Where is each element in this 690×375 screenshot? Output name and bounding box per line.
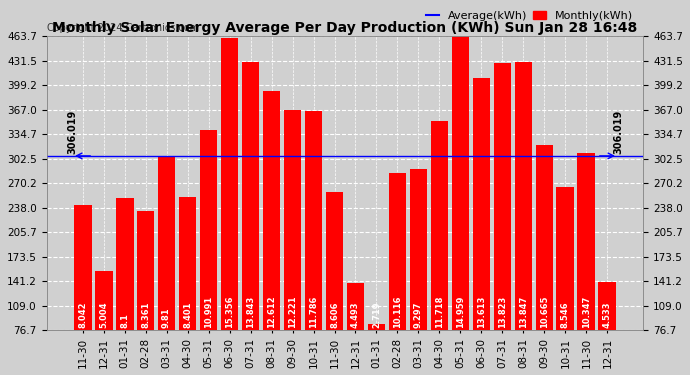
- Bar: [284, 110, 302, 375]
- Text: 10.991: 10.991: [204, 296, 213, 328]
- Bar: [263, 92, 280, 375]
- Text: 14.959: 14.959: [456, 296, 465, 328]
- Text: 5.004: 5.004: [99, 302, 108, 328]
- Bar: [199, 129, 217, 375]
- Bar: [535, 145, 553, 375]
- Bar: [493, 63, 511, 375]
- Text: 13.823: 13.823: [498, 296, 507, 328]
- Text: 306.019: 306.019: [613, 110, 623, 154]
- Bar: [557, 187, 574, 375]
- Legend: Average(kWh), Monthly(kWh): Average(kWh), Monthly(kWh): [422, 6, 638, 25]
- Bar: [326, 192, 344, 375]
- Text: 10.116: 10.116: [393, 296, 402, 328]
- Text: 2.719: 2.719: [372, 302, 381, 328]
- Bar: [473, 78, 491, 375]
- Title: Monthly Solar Energy Average Per Day Production (KWh) Sun Jan 28 16:48: Monthly Solar Energy Average Per Day Pro…: [52, 21, 638, 35]
- Bar: [598, 282, 616, 375]
- Text: 9.81: 9.81: [162, 308, 171, 328]
- Bar: [451, 36, 469, 375]
- Bar: [346, 283, 364, 375]
- Text: 11.718: 11.718: [435, 296, 444, 328]
- Bar: [578, 153, 595, 375]
- Text: 8.361: 8.361: [141, 302, 150, 328]
- Text: 13.843: 13.843: [246, 296, 255, 328]
- Bar: [368, 324, 386, 375]
- Text: 8.042: 8.042: [78, 302, 87, 328]
- Bar: [137, 210, 155, 375]
- Text: 15.356: 15.356: [225, 296, 234, 328]
- Text: 12.612: 12.612: [267, 296, 276, 328]
- Text: 8.546: 8.546: [561, 302, 570, 328]
- Bar: [179, 197, 197, 375]
- Bar: [95, 271, 112, 375]
- Text: 13.847: 13.847: [519, 296, 528, 328]
- Bar: [221, 38, 239, 375]
- Bar: [388, 173, 406, 375]
- Text: 4.533: 4.533: [603, 302, 612, 328]
- Text: 9.297: 9.297: [414, 302, 423, 328]
- Bar: [410, 170, 427, 375]
- Text: Copyright 2024 Cartronics.com: Copyright 2024 Cartronics.com: [46, 23, 199, 33]
- Text: 11.786: 11.786: [309, 296, 318, 328]
- Text: 8.606: 8.606: [330, 302, 339, 328]
- Bar: [241, 62, 259, 375]
- Bar: [515, 62, 533, 375]
- Text: 13.613: 13.613: [477, 296, 486, 328]
- Text: 10.347: 10.347: [582, 296, 591, 328]
- Bar: [157, 158, 175, 375]
- Text: 306.019: 306.019: [67, 110, 77, 154]
- Text: 8.401: 8.401: [183, 302, 192, 328]
- Bar: [431, 121, 448, 375]
- Bar: [74, 205, 92, 375]
- Text: 12.221: 12.221: [288, 296, 297, 328]
- Text: 10.665: 10.665: [540, 296, 549, 328]
- Bar: [304, 111, 322, 375]
- Bar: [116, 198, 133, 375]
- Text: 4.493: 4.493: [351, 302, 360, 328]
- Text: 8.1: 8.1: [120, 314, 129, 328]
